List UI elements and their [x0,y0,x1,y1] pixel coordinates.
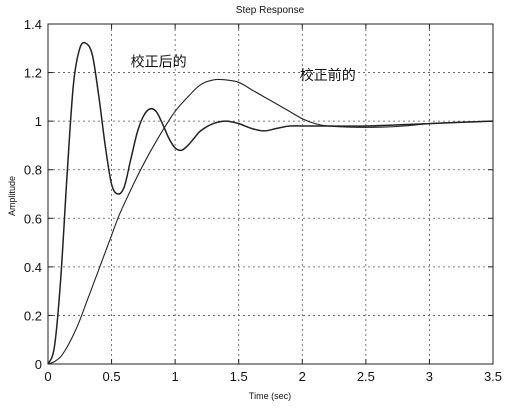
y-tick-label: 1 [35,114,42,129]
y-tick-label: 0.4 [24,260,42,275]
y-tick-label: 1.4 [24,17,42,32]
y-tick-label: 1.2 [24,66,42,81]
series-line-1 [47,41,494,365]
x-axis-label: Time (sec) [249,391,291,401]
x-tick-label: 1.5 [230,369,248,384]
chart-title: Step Response [236,5,305,16]
x-tick-label: 1 [172,369,179,384]
series-line-2 [47,78,494,365]
series-lines [47,41,494,365]
series-annotation: 校正前的 [300,67,356,84]
grid [48,24,493,364]
y-tick-label: 0.2 [24,308,42,323]
x-tick-label: 0 [44,369,51,384]
y-axis-label: Amplitude [7,176,17,216]
x-tick-label: 2 [299,369,306,384]
plot-frame [47,23,494,365]
x-tick-label: 3 [426,369,433,384]
y-tick-label: 0.6 [24,211,42,226]
x-tick-label: 0.5 [103,369,121,384]
series-annotation: 校正后的 [131,54,187,71]
y-tick-label: 0.8 [24,163,42,178]
axis-ticks: 0 0.5 1 1.5 2 2.5 3 3.5 0 0.2 0.4 0.6 0.8 1 1.2 1.4 [24,17,502,384]
x-tick-label: 2.5 [357,369,375,384]
x-tick-label: 3.5 [484,369,502,384]
y-tick-label: 0 [35,357,42,372]
